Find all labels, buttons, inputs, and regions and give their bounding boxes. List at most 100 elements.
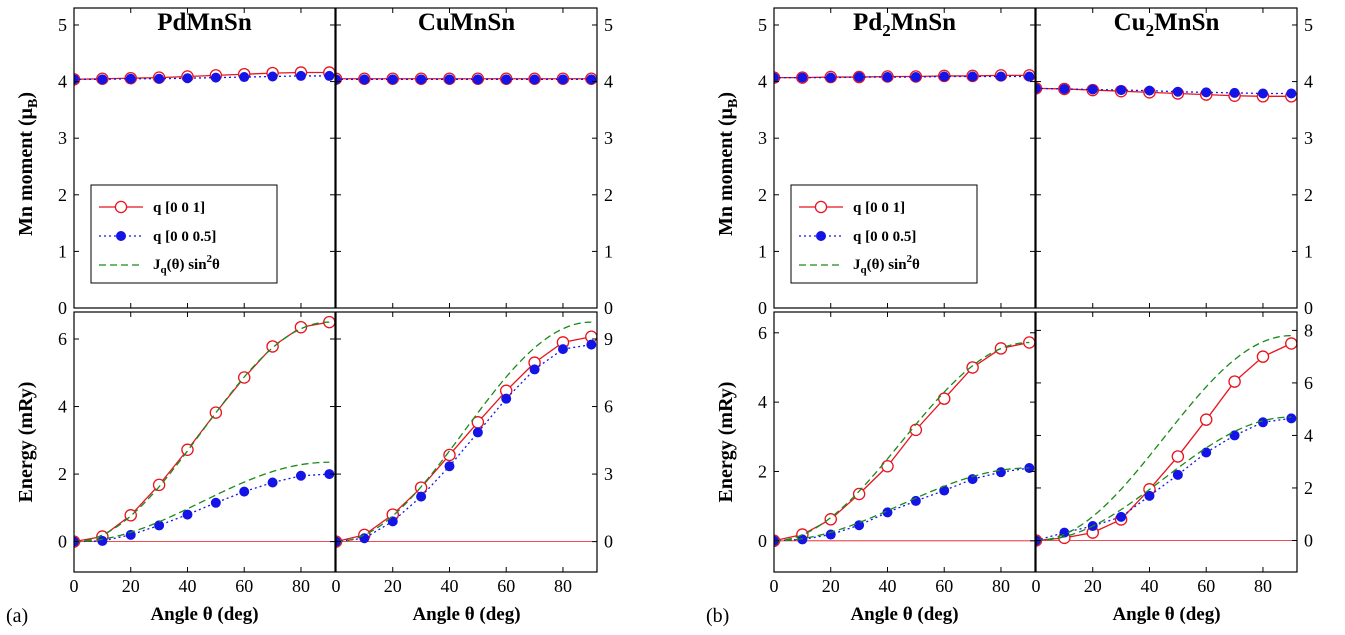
- x-tick-label: 20: [122, 576, 140, 596]
- point-q0005-5: [472, 427, 483, 438]
- fit-curve-2: [1036, 334, 1292, 542]
- point-q0005-1: [97, 535, 108, 546]
- y-tick-label: 0: [758, 531, 767, 551]
- legend-label-q001: q [0 0 1]: [853, 200, 905, 216]
- fit-curve-2: [74, 321, 330, 543]
- y-tick-label: 3: [58, 128, 67, 148]
- point-q0005-3: [154, 73, 165, 84]
- point-q0005-8: [295, 470, 306, 481]
- point-q0005-8: [557, 344, 568, 355]
- point-q0005-5: [472, 74, 483, 85]
- point-q0005-7: [1229, 430, 1240, 441]
- point-q0005-9: [1286, 88, 1297, 99]
- point-q0005-3: [416, 74, 427, 85]
- legend-marker-q0005: [116, 230, 127, 241]
- y-tick-label: 5: [604, 15, 613, 35]
- legend: q [0 0 1] q [0 0 0.5] Jq(θ) sin2θ: [90, 184, 278, 284]
- y-tick-label: 6: [58, 329, 67, 349]
- point-q001-4: [881, 460, 894, 473]
- y-tick-label: 4: [604, 72, 613, 92]
- panel-label: (b): [706, 605, 729, 627]
- y-tick-label: 1: [758, 241, 767, 261]
- plot-frame: [73, 311, 336, 573]
- point-q0005-8: [557, 74, 568, 85]
- y-tick-label: 6: [604, 397, 613, 417]
- x-tick-label: 60: [497, 576, 515, 596]
- plot-frame: [773, 7, 1036, 309]
- point-q0005-1: [97, 74, 108, 85]
- x-tick-label: 20: [822, 576, 840, 596]
- y-tick-label: 6: [1304, 373, 1313, 393]
- point-q0005-7: [267, 477, 278, 488]
- y-tick-label: 3: [1304, 128, 1313, 148]
- energy-y-axis-label: Energy (mRy): [15, 382, 37, 503]
- point-q0005-7: [967, 71, 978, 82]
- legend: q [0 0 1] q [0 0 0.5] Jq(θ) sin2θ: [790, 184, 978, 284]
- point-q0005-8: [295, 70, 306, 81]
- point-q0005-2: [1087, 84, 1098, 95]
- point-q0005-7: [529, 74, 540, 85]
- column-title: CuMnSn: [418, 9, 515, 36]
- plot-frame: [73, 7, 336, 309]
- point-q0005-5: [210, 72, 221, 83]
- y-tick-label: 0: [58, 298, 67, 318]
- point-q001-7: [266, 340, 279, 353]
- point-q001-5: [1171, 450, 1185, 463]
- series-q001-line: [1036, 87, 1292, 97]
- x-tick-label: 80: [554, 576, 572, 596]
- legend-label-fit: Jq(θ) sin2θ: [853, 253, 920, 276]
- plot-frame: [335, 7, 598, 309]
- x-tick-label: 20: [384, 576, 402, 596]
- x-tick-label: 40: [1140, 576, 1158, 596]
- point-q0005-8: [1257, 88, 1268, 99]
- point-q001-6: [1199, 413, 1213, 426]
- plot-1-1-moment: 0 1 2 3 4 5: [1035, 7, 1313, 318]
- legend-label-q0005: q [0 0 0.5]: [853, 229, 916, 245]
- x-tick-label: 20: [1084, 576, 1102, 596]
- fit-curve-3: [774, 467, 1030, 542]
- point-q0005-9: [586, 339, 597, 350]
- x-axis-label: Angle θ (deg): [850, 604, 958, 625]
- column-title: Cu2MnSn: [1114, 9, 1220, 40]
- point-q0005-6: [239, 72, 250, 83]
- y-tick-label: 0: [604, 532, 613, 552]
- column-title: Pd2MnSn: [853, 9, 956, 40]
- x-tick-label: 60: [235, 576, 253, 596]
- point-q0005-1: [797, 72, 808, 83]
- x-tick-label: 80: [292, 576, 310, 596]
- y-tick-label: 2: [1304, 185, 1313, 205]
- point-q001-3: [152, 478, 166, 492]
- y-tick-label: 2: [604, 185, 613, 205]
- point-q001-3: [852, 487, 866, 501]
- y-tick-label: 2: [758, 185, 767, 205]
- fit-curve-3: [74, 461, 330, 543]
- y-tick-label: 0: [58, 532, 67, 552]
- legend-label-fit: Jq(θ) sin2θ: [153, 253, 220, 276]
- point-q0005-1: [1059, 83, 1070, 94]
- point-q0005-6: [239, 486, 250, 497]
- point-q0005-7: [267, 71, 278, 82]
- x-tick-label: 80: [1254, 576, 1272, 596]
- point-q0005-9: [1286, 413, 1297, 424]
- point-q0005-4: [882, 72, 893, 83]
- point-q0005-4: [182, 509, 193, 520]
- y-tick-label: 6: [758, 323, 767, 343]
- point-q0005-5: [1172, 469, 1183, 480]
- point-q0005-3: [854, 520, 865, 531]
- point-q001-8: [1256, 350, 1270, 363]
- y-tick-label: 0: [604, 298, 613, 318]
- point-q0005-2: [825, 72, 836, 83]
- moment-y-axis-label: Mn moment (μB): [715, 92, 741, 236]
- y-tick-label: 0: [1304, 530, 1313, 550]
- legend-label-q001: q [0 0 1]: [153, 200, 205, 216]
- point-q0005-3: [1116, 85, 1127, 96]
- point-q0005-9: [324, 70, 335, 81]
- y-tick-label: 4: [58, 72, 67, 92]
- y-tick-label: 4: [1304, 72, 1313, 92]
- plot-1-0-moment: 0 1 2 3 4 5: [758, 7, 1036, 318]
- point-q001-6: [937, 392, 951, 405]
- panel-label: (a): [6, 605, 28, 627]
- plot-frame: [1035, 7, 1298, 309]
